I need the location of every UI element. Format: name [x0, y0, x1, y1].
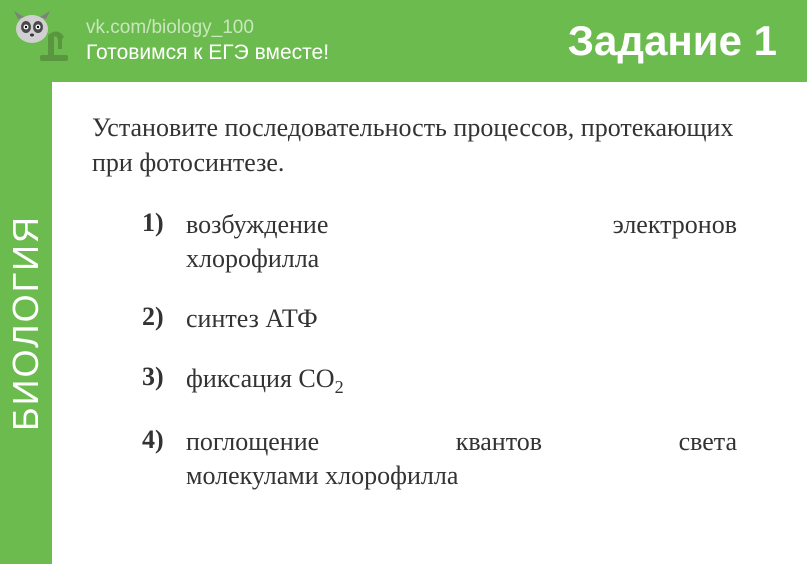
task-title: Задание 1 [568, 17, 777, 65]
option-row: 1) возбуждение электронов хлорофилла [142, 208, 737, 276]
header-bar: vk.com/biology_100 Готовимся к ЕГЭ вмест… [0, 0, 807, 82]
content-area: Установите последовательность процессов,… [52, 82, 807, 564]
header-url: vk.com/biology_100 [86, 17, 329, 40]
options-list: 1) возбуждение электронов хлорофилла 2) … [92, 208, 767, 493]
option-text: возбуждение электронов хлорофилла [186, 208, 737, 276]
option-number: 3) [142, 362, 186, 392]
option-number: 2) [142, 302, 186, 332]
option-row: 4) поглощение квантов света молекулами х… [142, 425, 737, 493]
option-text: фиксация СО2 [186, 362, 737, 400]
sidebar-label: БИОЛОГИЯ [5, 215, 47, 431]
sidebar: БИОЛОГИЯ [0, 82, 52, 564]
option-row: 3) фиксация СО2 [142, 362, 737, 400]
logo-raccoon-microscope-icon [10, 7, 78, 75]
option-number: 4) [142, 425, 186, 455]
option-number: 1) [142, 208, 186, 238]
option-row: 2) синтез АТФ [142, 302, 737, 336]
question-text: Установите последовательность процессов,… [92, 110, 767, 180]
header-tagline: Готовимся к ЕГЭ вместе! [86, 40, 329, 65]
option-text: поглощение квантов света молекулами хлор… [186, 425, 737, 493]
option-text: синтез АТФ [186, 302, 737, 336]
header-text-block: vk.com/biology_100 Готовимся к ЕГЭ вмест… [86, 17, 329, 65]
